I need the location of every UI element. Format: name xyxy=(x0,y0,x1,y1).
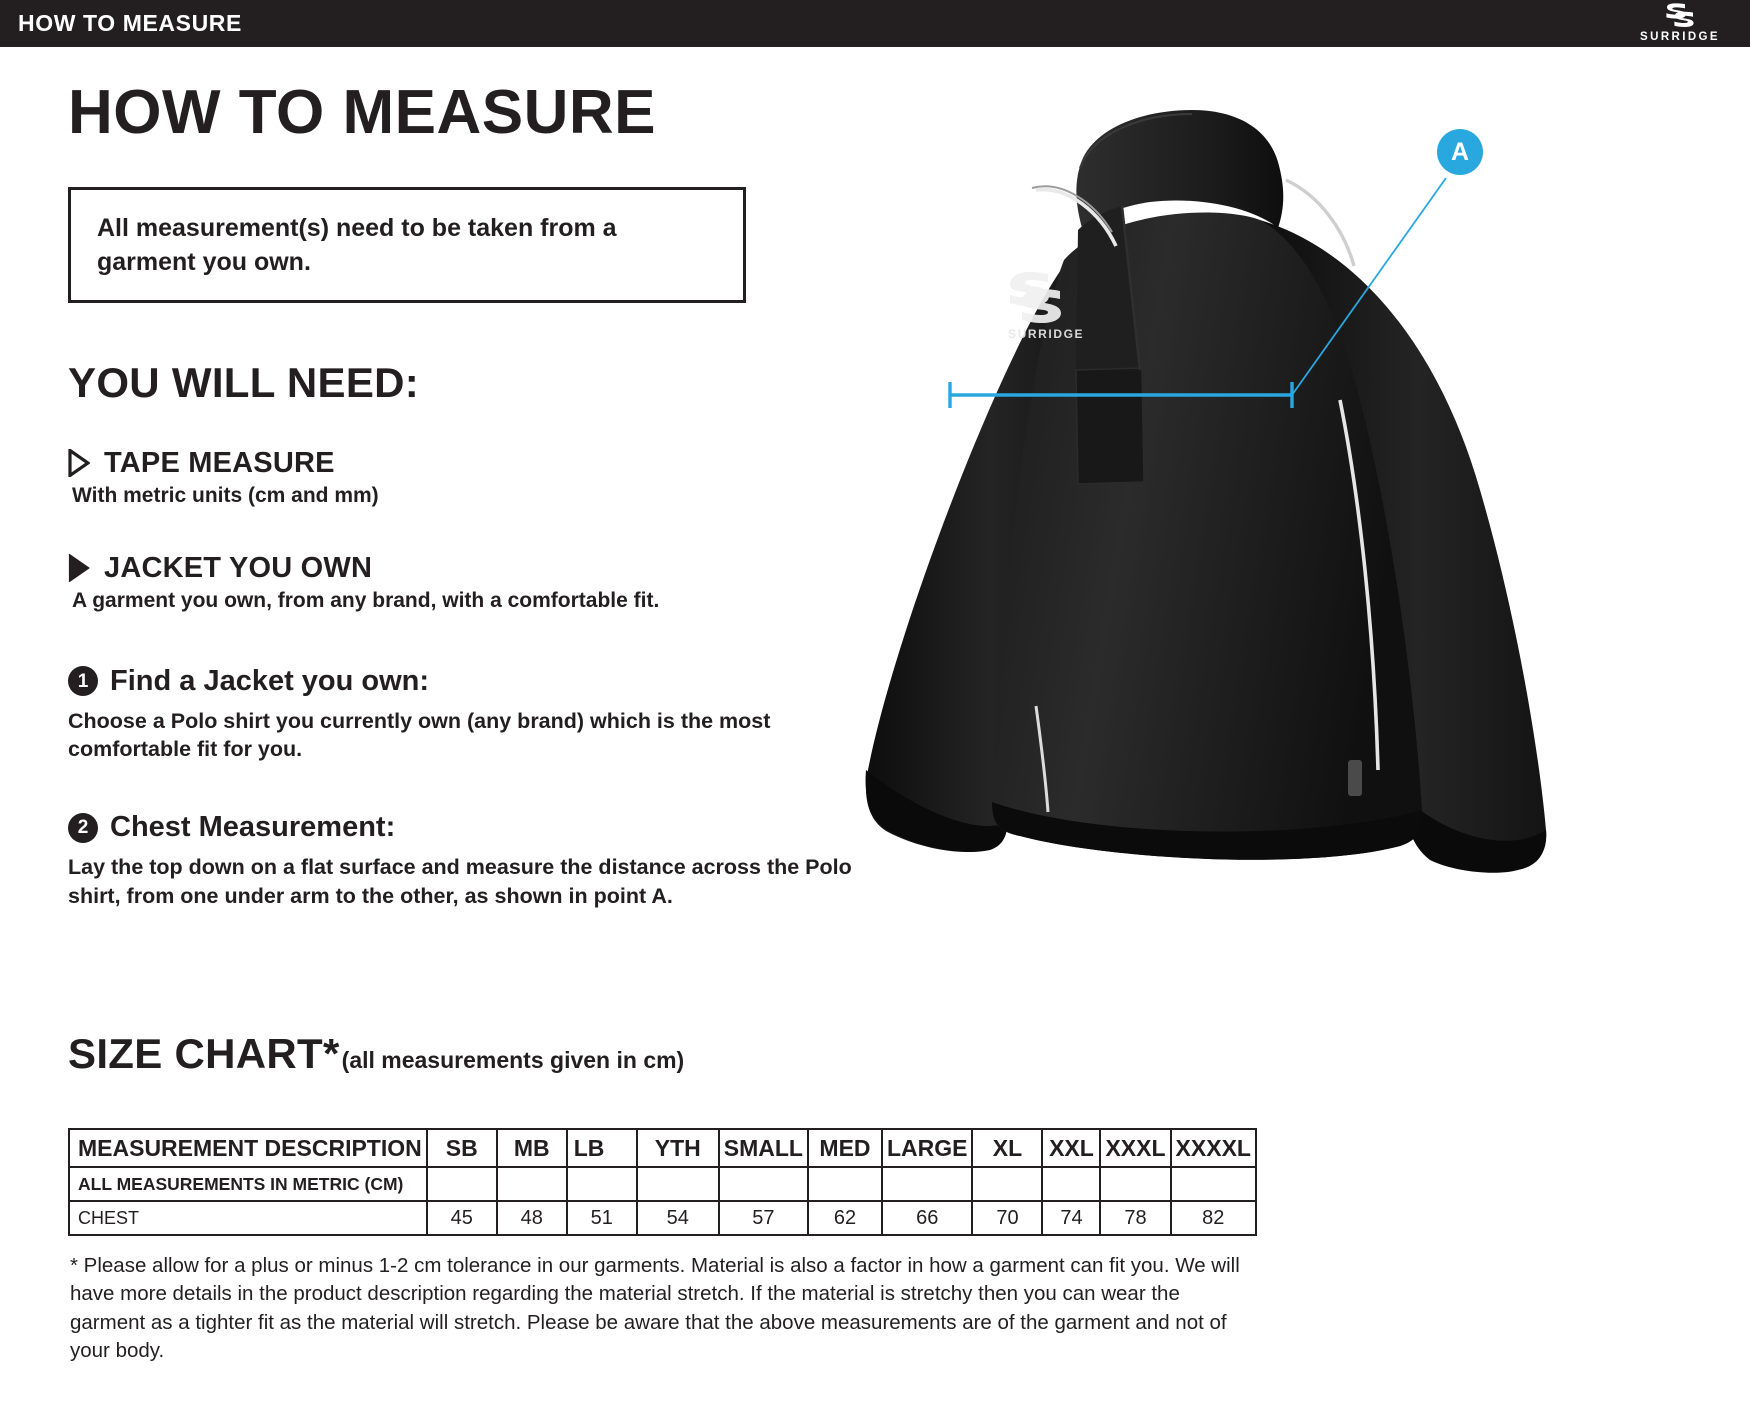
col-header-xxxxl: XXXXL xyxy=(1169,1128,1257,1168)
cell xyxy=(495,1166,568,1202)
cell: 48 xyxy=(495,1200,568,1236)
cell xyxy=(425,1166,498,1202)
left-body-piping xyxy=(1034,705,1050,813)
col-header-yth: YTH xyxy=(635,1128,720,1168)
top-bar-title: HOW TO MEASURE xyxy=(18,10,242,36)
size-chart-heading-main: SIZE CHART* xyxy=(68,1030,340,1077)
cell: 45 xyxy=(425,1200,498,1236)
brand-name: SURRIDGE xyxy=(1640,31,1720,43)
col-header-sb: SB xyxy=(425,1128,498,1168)
col-header-description: MEASUREMENT DESCRIPTION xyxy=(68,1128,428,1168)
col-header-xxxl: XXXL xyxy=(1099,1128,1172,1168)
cell: 66 xyxy=(880,1200,974,1236)
need-item-tape-measure: TAPE MEASURE With metric units (cm and m… xyxy=(68,447,878,508)
cell: 78 xyxy=(1099,1200,1172,1236)
cell xyxy=(565,1166,638,1202)
row-label: CHEST xyxy=(68,1200,428,1236)
jacket-hem xyxy=(992,802,1423,860)
step-number-badge: 2 xyxy=(68,812,98,843)
table-header-row: MEASUREMENT DESCRIPTION SB MB LB YTH SMA… xyxy=(68,1128,1257,1168)
top-bar: HOW TO MEASURE SURRIDGE xyxy=(0,0,1750,47)
size-chart-heading: SIZE CHART* (all measurements given in c… xyxy=(68,1030,684,1078)
cell: 82 xyxy=(1169,1200,1257,1236)
right-shoulder-piping xyxy=(1285,178,1356,267)
collar-highlight xyxy=(1079,113,1193,169)
row-label: ALL MEASUREMENTS IN METRIC (CM) xyxy=(68,1166,428,1202)
cell: 70 xyxy=(971,1200,1044,1236)
garment-illustration: SURRIDGE xyxy=(840,70,1720,930)
footnote-text: * Please allow for a plus or minus 1-2 c… xyxy=(70,1254,1240,1362)
step-body: Choose a Polo shirt you currently own (a… xyxy=(68,708,771,761)
chest-measure-line xyxy=(948,177,1447,408)
cell xyxy=(1169,1166,1257,1202)
triangle-outline-icon xyxy=(68,554,90,583)
step-2: 2 Chest Measurement: Lay the top down on… xyxy=(68,811,878,910)
need-title: TAPE MEASURE xyxy=(104,446,335,479)
need-title: JACKET YOU OWN xyxy=(104,551,373,584)
cell xyxy=(635,1166,720,1202)
sleeve-tab xyxy=(1348,760,1362,796)
col-header-xl: XL xyxy=(971,1128,1044,1168)
need-item-jacket-you-own: JACKET YOU OWN A garment you own, from a… xyxy=(68,552,878,613)
need-subtitle: With metric units (cm and mm) xyxy=(72,483,379,507)
table-row: CHEST 45 48 51 54 57 62 66 70 74 78 82 xyxy=(68,1200,1257,1236)
left-shoulder-piping xyxy=(1035,187,1118,247)
col-header-large: LARGE xyxy=(880,1128,974,1168)
callout-marker-a: A xyxy=(1437,129,1483,175)
brand-logo: SURRIDGE xyxy=(1632,3,1728,47)
page-title: HOW TO MEASURE xyxy=(68,78,656,147)
left-content-column: HOW TO MEASURE All measurement(s) need t… xyxy=(68,80,878,910)
step-title: Chest Measurement: xyxy=(110,811,396,844)
size-chart-table: MEASUREMENT DESCRIPTION SB MB LB YTH SMA… xyxy=(68,1128,1257,1236)
svg-text:SURRIDGE: SURRIDGE xyxy=(1008,327,1084,341)
cell xyxy=(717,1166,809,1202)
step-1: 1 Find a Jacket you own: Choose a Polo s… xyxy=(68,665,878,764)
cell xyxy=(1041,1166,1102,1202)
you-will-need-heading: YOU WILL NEED: xyxy=(68,358,420,406)
col-header-xxl: XXL xyxy=(1041,1128,1102,1168)
need-subtitle: A garment you own, from any brand, with … xyxy=(72,588,660,612)
cell: 57 xyxy=(717,1200,809,1236)
col-header-med: MED xyxy=(806,1128,883,1168)
step-body: Lay the top down on a flat surface and m… xyxy=(68,855,852,908)
left-shoulder-piping-shadow xyxy=(1031,185,1113,233)
surridge-ss-monogram-icon xyxy=(1666,3,1694,27)
cell: 74 xyxy=(1041,1200,1102,1236)
zip-line xyxy=(1120,205,1142,371)
step-title: Find a Jacket you own: xyxy=(110,664,430,697)
size-chart-heading-sub: (all measurements given in cm) xyxy=(341,1047,685,1073)
table-row: ALL MEASUREMENTS IN METRIC (CM) xyxy=(68,1166,1257,1202)
notice-text: All measurement(s) need to be taken from… xyxy=(97,214,617,276)
triangle-outline-icon xyxy=(68,449,90,478)
jacket-left-cuff xyxy=(865,770,1008,852)
cell: 51 xyxy=(565,1200,638,1236)
cell: 62 xyxy=(806,1200,883,1236)
notice-box: All measurement(s) need to be taken from… xyxy=(68,187,746,303)
col-header-small: SMALL xyxy=(717,1128,809,1168)
side-piping xyxy=(1338,399,1380,771)
col-header-lb: LB xyxy=(565,1128,638,1168)
cell xyxy=(971,1166,1044,1202)
jacket-collar xyxy=(1076,110,1284,228)
cell xyxy=(806,1166,883,1202)
col-header-mb: MB xyxy=(495,1128,568,1168)
jacket-right-cuff xyxy=(1403,796,1547,873)
cell xyxy=(880,1166,974,1202)
step-number-badge: 1 xyxy=(68,666,98,697)
cell xyxy=(1099,1166,1172,1202)
cell: 54 xyxy=(635,1200,720,1236)
surridge-chest-logo-icon: SURRIDGE xyxy=(1008,272,1084,341)
jacket-placket-flap xyxy=(1075,367,1145,485)
jacket-drawing: SURRIDGE xyxy=(865,110,1547,873)
